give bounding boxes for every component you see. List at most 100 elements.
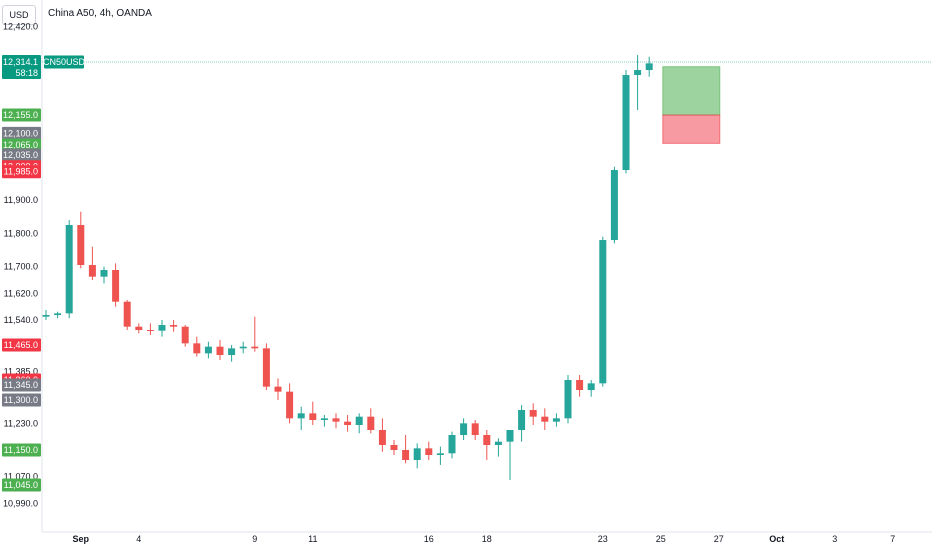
candle-body: [506, 430, 514, 442]
candle-body: [216, 346, 224, 356]
price-tag: [2, 378, 41, 392]
candle-body: [402, 450, 410, 461]
candle-body: [390, 445, 398, 451]
candle-body: [193, 343, 201, 354]
candle-body: [471, 423, 479, 436]
price-tag: [2, 148, 41, 162]
candle-body: [645, 63, 653, 71]
candle-body: [518, 410, 526, 431]
candle-body: [309, 413, 317, 421]
candle-body: [146, 330, 154, 332]
candle-body: [355, 416, 363, 426]
price-tag: [2, 138, 41, 152]
y-tick-label: 11,230.0: [4, 418, 38, 428]
y-tick-label: 11,540.0: [4, 315, 38, 325]
last-price-tag: [2, 55, 41, 79]
y-tick-label: 11,700.0: [4, 262, 38, 272]
candle-body: [413, 448, 421, 461]
candle-body: [344, 421, 352, 426]
candle-body: [88, 265, 96, 277]
candle-body: [460, 423, 468, 436]
x-tick-label: 16: [424, 534, 434, 544]
candle-body: [228, 348, 236, 356]
candle-body: [170, 325, 178, 327]
last-price-value: 12,314.1: [3, 57, 38, 67]
price-tag-label: 12,065.0: [3, 140, 38, 150]
price-tag: [2, 393, 41, 407]
y-tick-label: 11,800.0: [4, 228, 38, 238]
candle-body: [320, 418, 328, 421]
candle-body: [42, 315, 50, 317]
x-tick-label: 11: [308, 534, 317, 544]
x-tick-label: 18: [482, 534, 492, 544]
candle-body: [100, 270, 108, 277]
candle-body: [378, 430, 386, 446]
symbol-tag: [44, 55, 84, 69]
symbol-tag-label: CN50USD: [43, 57, 86, 67]
y-tick-label: 10,990.0: [3, 498, 38, 508]
candle-body: [425, 448, 433, 456]
price-tag: [2, 338, 41, 352]
candle-body: [483, 435, 491, 446]
candle-body: [541, 416, 549, 422]
y-tick-label: 11,385.0: [4, 367, 38, 377]
candle-body: [135, 326, 143, 331]
candle-body: [112, 270, 120, 302]
loss-zone: [662, 114, 721, 144]
candle-body: [274, 386, 282, 392]
candle-body: [262, 348, 270, 387]
x-tick-label: 4: [136, 534, 141, 544]
candle-body: [599, 240, 607, 384]
candle-body: [448, 435, 456, 454]
candle-body: [634, 70, 642, 76]
price-tag: [2, 165, 41, 179]
currency-button[interactable]: USD: [2, 5, 36, 25]
price-tag-label: 11,300.0: [4, 395, 38, 405]
price-tag: [2, 126, 41, 140]
candle-body: [332, 418, 340, 422]
candle-body: [239, 346, 247, 349]
candle-body: [576, 380, 584, 391]
price-tag: [2, 443, 41, 457]
x-tick-label: 9: [252, 534, 257, 544]
price-tag: [2, 108, 41, 122]
candle-body: [251, 346, 259, 349]
price-tag: [2, 478, 41, 492]
x-tick-label: 25: [656, 534, 666, 544]
candle-body: [610, 170, 618, 241]
x-tick-label: 3: [832, 534, 837, 544]
price-tag-label: 11,465.0: [4, 340, 38, 350]
y-tick-label: 11,620.0: [4, 288, 38, 298]
candle-body: [123, 301, 131, 327]
candle-body: [65, 225, 73, 314]
price-tag-label: 12,035.0: [3, 150, 38, 160]
price-tag-label: 12,100.0: [3, 128, 38, 138]
price-tag-label: 11,045.0: [4, 480, 38, 490]
price-tag-label: 11,150.0: [4, 445, 38, 455]
x-tick-label: Sep: [73, 534, 90, 544]
candle-body: [54, 313, 62, 316]
candle-body: [367, 416, 375, 431]
price-tag-label: 11,985.0: [4, 167, 38, 177]
candle-body: [297, 413, 305, 419]
candle-body: [587, 383, 595, 391]
candle-body: [552, 418, 560, 422]
y-tick-label: 12,420.0: [3, 22, 38, 32]
candle-body: [564, 380, 572, 419]
price-tag-label: 11,345.0: [4, 380, 38, 390]
x-tick-label: 23: [598, 534, 608, 544]
candle-body: [204, 346, 212, 354]
candle-body: [529, 410, 537, 417]
currency-label: USD: [9, 10, 29, 20]
price-tag-label: 12,155.0: [3, 110, 38, 120]
candle-body: [436, 453, 444, 456]
countdown-label: 58:18: [15, 68, 38, 78]
candle-body: [622, 75, 630, 171]
y-tick-label: 11,070.0: [4, 472, 38, 482]
candle-body: [158, 325, 166, 331]
candle-body: [181, 326, 189, 344]
candle-body: [494, 441, 502, 446]
x-tick-label: Oct: [769, 534, 784, 544]
profit-zone: [662, 66, 721, 116]
